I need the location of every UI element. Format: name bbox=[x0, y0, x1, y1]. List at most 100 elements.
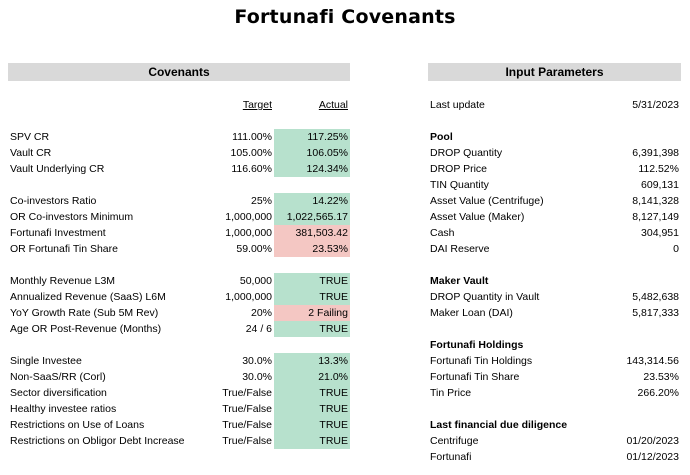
parameter-value: 5,817,333 bbox=[632, 307, 679, 319]
covenant-actual: 117.25% bbox=[274, 129, 350, 145]
parameter-row: Asset Value (Maker) 8,127,149 bbox=[428, 209, 681, 225]
parameter-value: 01/12/2023 bbox=[626, 451, 679, 463]
last-update-row: Last update 5/31/2023 bbox=[428, 97, 681, 113]
covenant-actual: 21.0% bbox=[274, 369, 350, 385]
parameter-label: Asset Value (Maker) bbox=[430, 211, 525, 223]
covenant-target: True/False bbox=[222, 403, 272, 415]
section-title: Last financial due diligence bbox=[430, 419, 568, 431]
covenants-table: Target Actual SPV CR 111.00% 117.25% Vault … bbox=[8, 97, 350, 449]
covenant-row: Annualized Revenue (SaaS) L6M 1,000,000 TR… bbox=[8, 289, 350, 305]
covenant-row: Sector diversification True/False TRUE bbox=[8, 385, 350, 401]
section-spacer bbox=[428, 113, 681, 129]
covenant-target: 1,000,000 bbox=[225, 211, 272, 223]
parameter-row: TIN Quantity 609,131 bbox=[428, 177, 681, 193]
covenant-actual: TRUE bbox=[274, 273, 350, 289]
parameter-label: Tin Price bbox=[430, 387, 472, 399]
covenant-row: SPV CR 111.00% 117.25% bbox=[8, 129, 350, 145]
section-title: Maker Vault bbox=[430, 275, 489, 287]
parameter-label: DAI Reserve bbox=[430, 243, 490, 255]
covenant-actual: TRUE bbox=[274, 385, 350, 401]
parameter-label: Fortunafi Tin Share bbox=[430, 371, 520, 383]
parameter-label: Centrifuge bbox=[430, 435, 479, 447]
input-parameters-header: Input Parameters bbox=[428, 63, 681, 81]
parameter-row: Tin Price 266.20% bbox=[428, 385, 681, 401]
parameter-value: 304,951 bbox=[641, 227, 679, 239]
covenant-label: YoY Growth Rate (Sub 5M Rev) bbox=[10, 307, 159, 319]
parameter-row: Asset Value (Centrifuge) 8,141,328 bbox=[428, 193, 681, 209]
parameter-label: DROP Quantity bbox=[430, 147, 503, 159]
parameter-row: DROP Price 112.52% bbox=[428, 161, 681, 177]
parameter-section-title: Pool bbox=[428, 129, 681, 145]
covenant-row: Age OR Post-Revenue (Months) 24 / 6 TRUE bbox=[8, 321, 350, 337]
covenant-target: 1,000,000 bbox=[225, 291, 272, 303]
group-spacer bbox=[8, 113, 350, 129]
parameters-table: Last update 5/31/2023 Pool DROP Quantity 6… bbox=[428, 97, 681, 465]
covenant-row: Fortunafi Investment 1,000,000 381,503.42 bbox=[8, 225, 350, 241]
actual-column-header: Actual bbox=[318, 99, 348, 111]
section-title: Fortunafi Holdings bbox=[430, 339, 524, 351]
covenant-target: 50,000 bbox=[239, 275, 272, 287]
parameter-label: TIN Quantity bbox=[430, 179, 489, 191]
parameter-label: Cash bbox=[430, 227, 455, 239]
parameter-value: 5,482,638 bbox=[632, 291, 679, 303]
covenants-header: Covenants bbox=[8, 63, 350, 81]
covenant-label: Restrictions on Obligor Debt Increase bbox=[10, 435, 185, 447]
covenant-label: Restrictions on Use of Loans bbox=[10, 419, 145, 431]
parameter-value: 8,141,328 bbox=[632, 195, 679, 207]
parameter-section-title: Fortunafi Holdings bbox=[428, 337, 681, 353]
covenant-label: Annualized Revenue (SaaS) L6M bbox=[10, 291, 166, 303]
covenant-actual: TRUE bbox=[274, 289, 350, 305]
covenant-row: Monthly Revenue L3M 50,000 TRUE bbox=[8, 273, 350, 289]
covenant-actual: 13.3% bbox=[274, 353, 350, 369]
covenant-target: 20% bbox=[250, 307, 272, 319]
covenant-label: Healthy investee ratios bbox=[10, 403, 117, 415]
covenant-label: Non-SaaS/RR (Corl) bbox=[10, 371, 106, 383]
page-title: Fortunafi Covenants bbox=[234, 6, 456, 28]
covenant-label: Age OR Post-Revenue (Months) bbox=[10, 323, 162, 335]
covenant-label: Monthly Revenue L3M bbox=[10, 275, 116, 287]
group-spacer bbox=[8, 257, 350, 273]
section-spacer bbox=[428, 401, 681, 417]
covenant-label: Co-investors Ratio bbox=[10, 195, 97, 207]
parameter-row: Fortunafi Tin Holdings 143,314.56 bbox=[428, 353, 681, 369]
covenant-label: Vault CR bbox=[10, 147, 52, 159]
last-update-label: Last update bbox=[430, 99, 485, 111]
parameter-value: 609,131 bbox=[641, 179, 679, 191]
covenants-panel: Covenants Target Actual SPV CR 111.00% 117… bbox=[8, 63, 350, 449]
section-spacer bbox=[428, 321, 681, 337]
covenant-label: Fortunafi Investment bbox=[10, 227, 106, 239]
covenant-actual: 23.53% bbox=[274, 241, 350, 257]
covenant-row: OR Co-investors Minimum 1,000,000 1,022,56… bbox=[8, 209, 350, 225]
covenant-target: 30.0% bbox=[242, 355, 272, 367]
group-spacer bbox=[8, 177, 350, 193]
covenant-row: Vault Underlying CR 116.60% 124.34% bbox=[8, 161, 350, 177]
parameter-label: DROP Price bbox=[430, 163, 487, 175]
section-title: Pool bbox=[430, 131, 453, 143]
covenant-label: OR Fortunafi Tin Share bbox=[10, 243, 118, 255]
covenant-target: 24 / 6 bbox=[245, 323, 272, 335]
covenant-target: True/False bbox=[222, 419, 272, 431]
covenant-row: Restrictions on Use of Loans True/False TR… bbox=[8, 417, 350, 433]
covenant-row: Co-investors Ratio 25% 14.22% bbox=[8, 193, 350, 209]
parameter-row: DROP Quantity in Vault 5,482,638 bbox=[428, 289, 681, 305]
covenant-actual: 381,503.42 bbox=[274, 225, 350, 241]
covenant-actual: TRUE bbox=[274, 321, 350, 337]
covenants-column-headers: Target Actual bbox=[8, 97, 350, 113]
covenant-target: 116.60% bbox=[231, 163, 272, 175]
covenant-label: Sector diversification bbox=[10, 387, 107, 399]
covenant-row: Vault CR 105.00% 106.05% bbox=[8, 145, 350, 161]
covenant-actual: TRUE bbox=[274, 401, 350, 417]
covenant-target: True/False bbox=[222, 435, 272, 447]
parameter-label: Fortunafi Tin Holdings bbox=[430, 355, 533, 367]
covenant-row: OR Fortunafi Tin Share 59.00% 23.53% bbox=[8, 241, 350, 257]
parameter-label: Asset Value (Centrifuge) bbox=[430, 195, 544, 207]
covenant-target: 105.00% bbox=[230, 147, 272, 159]
covenant-target: 25% bbox=[250, 195, 272, 207]
parameter-value: 6,391,398 bbox=[632, 147, 679, 159]
covenant-label: Vault Underlying CR bbox=[10, 163, 105, 175]
parameter-value: 0 bbox=[673, 243, 679, 255]
covenant-label: OR Co-investors Minimum bbox=[10, 211, 134, 223]
covenant-actual: 14.22% bbox=[274, 193, 350, 209]
covenant-actual: 1,022,565.17 bbox=[274, 209, 350, 225]
covenant-row: Single Investee 30.0% 13.3% bbox=[8, 353, 350, 369]
